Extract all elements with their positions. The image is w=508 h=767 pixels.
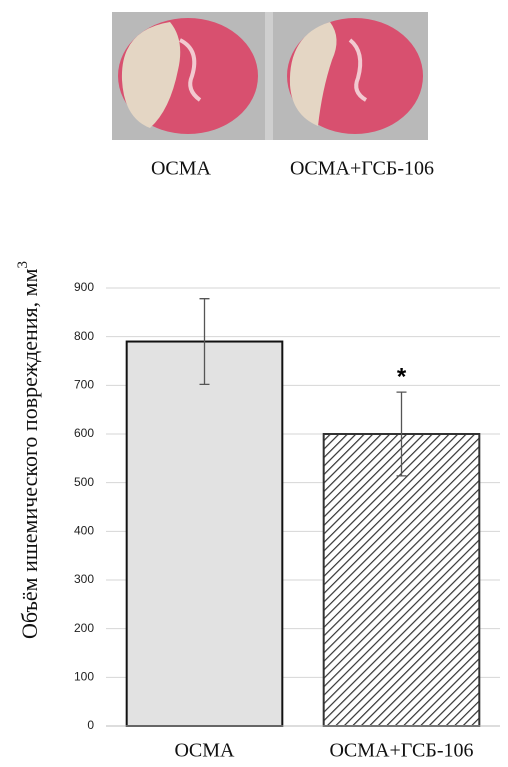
image-label: OCMA [151, 158, 212, 180]
y-tick-label: 500 [74, 475, 94, 489]
significance-mark: * [397, 363, 407, 390]
y-tick-label: 400 [74, 524, 94, 538]
bar [127, 342, 283, 726]
y-tick-label: 900 [74, 280, 94, 294]
y-tick-label: 300 [74, 572, 94, 586]
x-tick-label: OCMA [174, 740, 235, 762]
y-tick-label: 200 [74, 621, 94, 635]
chart: OCMA OCMA+ГСБ-106 Объём ишемического пов… [0, 0, 508, 767]
image-label: OCMA+ГСБ-106 [290, 158, 434, 180]
brain-slices-image [112, 12, 428, 140]
y-axis-label-text: Объём ишемического повреждения, мм [17, 268, 42, 639]
y-tick-label: 700 [74, 378, 94, 392]
x-tick-label: OCMA+ГСБ-106 [329, 740, 473, 762]
y-tick-label: 600 [74, 426, 94, 440]
y-tick-label: 800 [74, 329, 94, 343]
y-axis-label-sup: 3 [15, 261, 31, 269]
y-tick-label: 0 [87, 718, 94, 732]
y-axis-label: Объём ишемического повреждения, мм3 [15, 261, 42, 639]
bar [324, 434, 480, 726]
y-tick-label: 100 [74, 670, 94, 684]
